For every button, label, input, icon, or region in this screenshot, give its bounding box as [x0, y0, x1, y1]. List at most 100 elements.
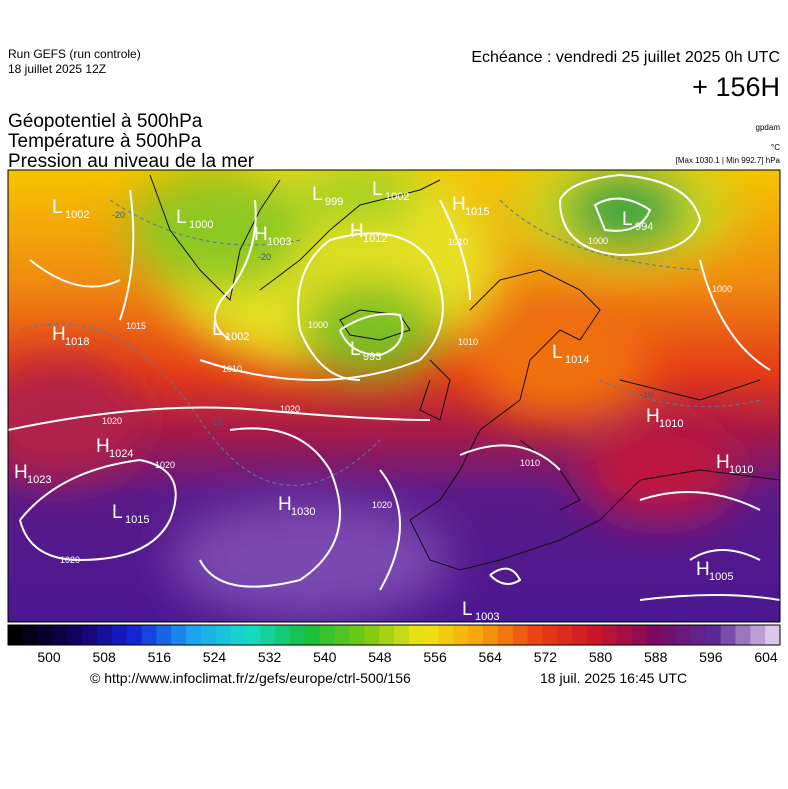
center-value: 1005 [709, 571, 733, 583]
colorbar-swatch [453, 625, 469, 645]
center-type: H [696, 559, 710, 580]
run: Run GEFS (run controle) [8, 47, 141, 61]
colorbar-swatch [587, 625, 603, 645]
colorbar-tick-label: 532 [258, 649, 282, 665]
run-date: 18 juillet 2025 12Z [8, 62, 106, 76]
colorbar-swatch [557, 625, 573, 645]
center-type: H [646, 406, 660, 427]
center-value: 1010 [729, 464, 753, 476]
colorbar-swatch [661, 625, 677, 645]
colorbar-swatch [705, 625, 722, 645]
isobar-label: 1010 [520, 458, 540, 468]
colorbar-tick-label: 516 [148, 649, 172, 665]
center-value: 1015 [465, 206, 489, 218]
center-type: L [312, 184, 323, 205]
colorbar-swatch [304, 625, 321, 645]
center-value: 1018 [65, 336, 89, 348]
colorbar-swatch [319, 625, 336, 645]
colorbar-swatch [260, 625, 276, 645]
colorbar-tick-label: 500 [37, 649, 61, 665]
colorbar: 500 508 516 524 532 540 548 556 564 572 580 588 596 6… [7, 624, 781, 665]
colorbar-tick-label: 604 [754, 649, 778, 665]
colorbar-swatch [527, 625, 543, 645]
colorbar-swatch [676, 625, 692, 645]
colorbar-swatch [394, 625, 410, 645]
isobar-label: 1020 [60, 555, 80, 565]
colorbar-swatch [334, 625, 350, 645]
footer-time: 18 juil. 2025 16:45 UTC [540, 670, 687, 686]
isobar-label: 1020 [372, 500, 392, 510]
colorbar-swatch [616, 625, 633, 645]
map [8, 170, 780, 622]
center-type: H [278, 494, 292, 515]
temperature-label: -20 [258, 252, 271, 262]
center-value: 1000 [189, 219, 213, 231]
isobar-label: 1010 [448, 237, 468, 247]
colorbar-swatch [8, 625, 24, 645]
center-type: H [452, 194, 466, 215]
colorbar-swatch [468, 625, 484, 645]
colorbar-swatch [646, 625, 662, 645]
colorbar-swatch [37, 625, 54, 645]
center-type: H [350, 221, 364, 242]
colorbar-tick-label: 524 [203, 649, 227, 665]
center-type: H [716, 452, 730, 473]
echeance: Echéance : vendredi 25 juillet 2025 0h U… [471, 49, 780, 66]
center-value: 1030 [291, 506, 315, 518]
colorbar-swatch [201, 625, 217, 645]
isobar-label: 1020 [102, 416, 122, 426]
colorbar-swatch [349, 625, 365, 645]
center-type: L [112, 502, 123, 523]
lead-time: + 156H [692, 72, 780, 102]
colorbar-swatch [601, 625, 618, 645]
field: Géopotentiel à 500hPa [8, 111, 203, 132]
colorbar-tick-label: 508 [92, 649, 116, 665]
colorbar-swatch [275, 625, 291, 645]
colorbar-swatch [245, 625, 261, 645]
colorbar-swatch [171, 625, 187, 645]
isobar-label: 1000 [588, 236, 608, 246]
colorbar-tick-label: 540 [313, 649, 337, 665]
center-type: L [212, 319, 223, 340]
isobar-label: 1010 [458, 337, 478, 347]
center-type: L [52, 197, 63, 218]
colorbar-swatch [52, 625, 68, 645]
center-type: H [254, 224, 268, 245]
colorbar-swatch [379, 625, 395, 645]
field: Température à 500hPa [8, 131, 202, 152]
colorbar-swatch [735, 625, 751, 645]
center-type: L [176, 207, 187, 228]
center-value: 1003 [267, 236, 291, 248]
center-value: 993 [363, 351, 381, 363]
temperature-label: -10 [640, 390, 653, 400]
colorbar-swatch [82, 625, 98, 645]
colorbar-swatch [111, 625, 128, 645]
center-value: 999 [325, 196, 343, 208]
colorbar-swatch [512, 625, 529, 645]
colorbar-swatch [631, 625, 647, 645]
center-value: 1002 [225, 331, 249, 343]
colorbar-swatch [483, 625, 499, 645]
unit: [Max 1030.1 | Min 992.7] hPa [676, 156, 781, 165]
isobar-label: 1020 [155, 460, 175, 470]
colorbar-swatch [67, 625, 83, 645]
colorbar-swatch [497, 625, 514, 645]
isobar-label: 1010 [222, 364, 242, 374]
unit: °C [771, 143, 780, 152]
center-type: L [462, 599, 473, 620]
map-frame [7, 169, 781, 623]
colorbar-tick-label: 564 [479, 649, 503, 665]
colorbar-swatch [141, 625, 157, 645]
colorbar-frame [7, 624, 781, 646]
colorbar-swatch [408, 625, 425, 645]
center-value: 994 [635, 221, 653, 233]
center-value: 1003 [475, 611, 499, 623]
center-value: 1023 [27, 474, 51, 486]
isobar-label: 1020 [280, 404, 300, 414]
colorbar-swatch [765, 625, 781, 645]
colorbar-tick-label: 588 [644, 649, 668, 665]
center-value: 1010 [659, 418, 683, 430]
center-value: 1014 [565, 354, 589, 366]
center-type: L [350, 339, 361, 360]
